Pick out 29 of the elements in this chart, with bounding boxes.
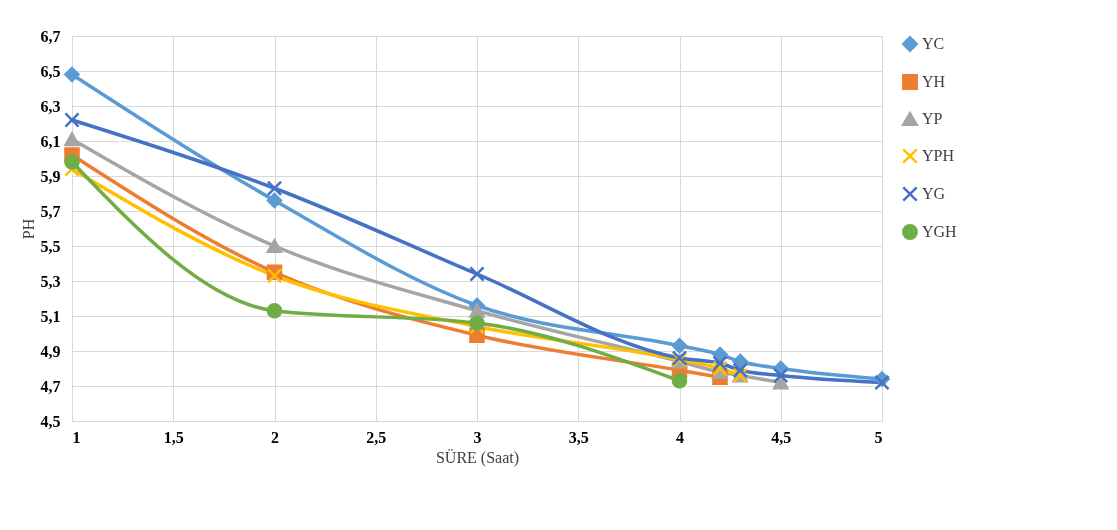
x-tick-label: 3,5 [568, 428, 589, 446]
y-tick-label: 6,5 [40, 62, 61, 80]
y-tick-label: 5,9 [40, 167, 61, 185]
legend-label: YPH [922, 147, 955, 164]
x-tick-label: 1,5 [163, 428, 184, 446]
legend-label: YC [922, 35, 945, 52]
y-axis-title: PH [19, 218, 37, 240]
y-tick-label: 5,5 [40, 237, 61, 255]
y-tick-label: 4,7 [40, 377, 61, 395]
x-tick-label: 5 [874, 428, 883, 446]
y-tick-label: 6,1 [40, 132, 61, 150]
y-tick-label: 6,7 [40, 27, 61, 45]
y-tick-label: 5,7 [40, 202, 61, 220]
x-tick-label: 2 [271, 428, 279, 446]
legend-label: YP [922, 110, 943, 127]
x-axis-title: SÜRE (Saat) [435, 448, 520, 467]
x-tick-label: 2,5 [366, 428, 387, 446]
y-tick-label: 4,5 [40, 412, 61, 430]
y-tick-label: 5,1 [40, 307, 61, 325]
x-tick-label: 4,5 [771, 428, 792, 446]
x-tick-label: 3 [473, 428, 482, 446]
y-tick-label: 6,3 [40, 97, 61, 115]
legend-label: YGH [922, 223, 958, 240]
y-tick-label: 4,9 [40, 342, 61, 360]
legend-label: YH [922, 73, 946, 90]
x-tick-label: 4 [676, 428, 684, 446]
y-tick-label: 5,3 [40, 272, 61, 290]
x-tick-label: 1 [72, 428, 81, 446]
legend-label: YG [922, 185, 946, 202]
